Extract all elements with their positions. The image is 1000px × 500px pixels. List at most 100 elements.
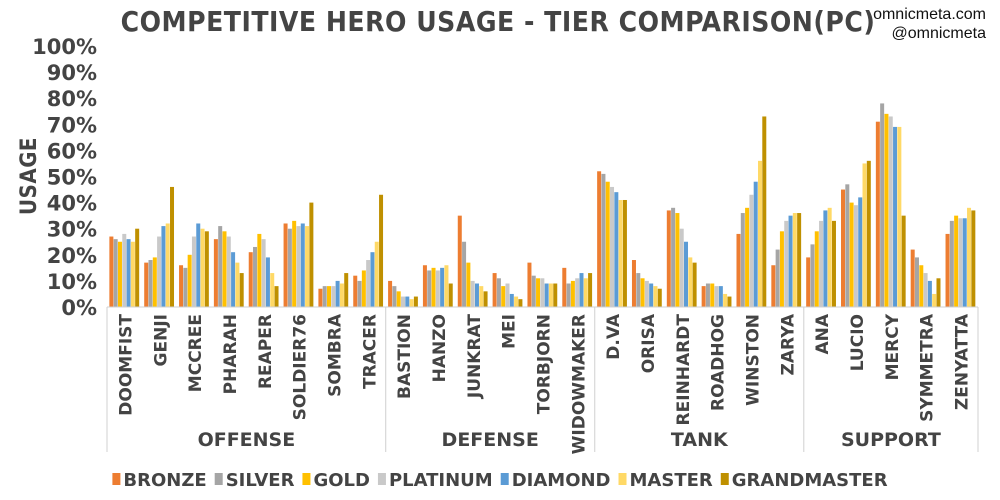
bar-platinum-torbjorn bbox=[540, 278, 545, 307]
y-tick-label: 100% bbox=[32, 35, 97, 59]
bar-bronze-doomfist bbox=[109, 236, 114, 307]
bar-silver-lucio bbox=[845, 184, 850, 307]
bar-gold-hanzo bbox=[431, 267, 436, 307]
bar-silver-zenyatta bbox=[949, 220, 954, 307]
bar-gold-dva bbox=[605, 181, 610, 307]
bar-grandmaster-junkrat bbox=[483, 291, 488, 307]
bar-silver-reaper bbox=[253, 246, 258, 307]
bar-gold-orisa bbox=[640, 278, 645, 307]
bar-silver-torbjorn bbox=[531, 275, 536, 307]
x-tick-label: REAPER bbox=[256, 314, 276, 389]
bar-grandmaster-reaper bbox=[274, 286, 279, 307]
bar-diamond-junkrat bbox=[474, 283, 479, 307]
bar-bronze-soldier76 bbox=[283, 223, 288, 307]
bar-bronze-winston bbox=[736, 233, 741, 307]
legend-label-bronze: BRONZE bbox=[123, 470, 206, 491]
bar-platinum-soldier76 bbox=[296, 226, 301, 307]
bar-platinum-widowmaker bbox=[575, 278, 580, 307]
bar-silver-junkrat bbox=[462, 241, 467, 307]
bar-master-lucio bbox=[862, 163, 867, 307]
bar-silver-sombra bbox=[322, 286, 327, 307]
bar-silver-tracer bbox=[357, 280, 362, 307]
bar-silver-zarya bbox=[775, 249, 780, 307]
bar-grandmaster-winston bbox=[762, 116, 767, 307]
bar-gold-symmetra bbox=[919, 265, 924, 307]
y-axis: 0%10%20%30%40%50% 60%70%80%90%100% bbox=[32, 35, 97, 320]
bar-master-dva bbox=[618, 199, 623, 307]
bar-grandmaster-hanzo bbox=[448, 283, 453, 307]
x-tick-label: ROADHOG bbox=[709, 314, 729, 411]
bar-diamond-lucio bbox=[858, 197, 863, 307]
bar-bronze-zenyatta bbox=[945, 233, 950, 307]
legend-swatch-diamond bbox=[500, 473, 509, 485]
bar-diamond-symmetra bbox=[927, 280, 932, 307]
bar-bronze-pharah bbox=[213, 239, 218, 307]
legend-label-grandmaster: GRANDMASTER bbox=[732, 470, 888, 491]
bar-master-doomfist bbox=[130, 241, 135, 307]
plot-area bbox=[109, 103, 976, 307]
legend-label-diamond: DIAMOND bbox=[512, 470, 611, 491]
bar-gold-reinhardt bbox=[675, 213, 680, 307]
legend-swatch-bronze bbox=[112, 473, 121, 485]
bar-platinum-junkrat bbox=[470, 280, 475, 307]
bar-silver-widowmaker bbox=[566, 283, 571, 307]
bar-platinum-doomfist bbox=[122, 233, 127, 307]
x-tick-label: BASTION bbox=[395, 314, 415, 399]
bar-diamond-orisa bbox=[649, 283, 654, 307]
bar-bronze-hanzo bbox=[422, 265, 427, 307]
bar-diamond-soldier76 bbox=[300, 223, 305, 307]
bar-bronze-bastion bbox=[388, 280, 393, 307]
x-tick-label: TORBJORN bbox=[535, 314, 555, 414]
bar-master-soldier76 bbox=[305, 226, 310, 307]
bar-gold-mei bbox=[501, 286, 506, 307]
bar-bronze-genji bbox=[144, 262, 149, 307]
bar-gold-zenyatta bbox=[954, 215, 959, 307]
bar-bronze-mercy bbox=[875, 121, 880, 307]
bar-grandmaster-genji bbox=[170, 186, 175, 307]
bar-platinum-reaper bbox=[261, 239, 266, 307]
bar-diamond-mercy bbox=[893, 126, 898, 307]
group-label: SUPPORT bbox=[841, 429, 941, 451]
bar-gold-mercy bbox=[884, 113, 889, 307]
bar-gold-zarya bbox=[779, 231, 784, 307]
bar-platinum-hanzo bbox=[435, 270, 440, 307]
bar-platinum-zarya bbox=[784, 220, 789, 307]
x-tick-label: ANA bbox=[813, 313, 833, 354]
y-tick-label: 50% bbox=[47, 166, 97, 190]
bar-platinum-sombra bbox=[331, 286, 336, 307]
legend-label-platinum: PLATINUM bbox=[389, 470, 493, 491]
x-tick-label: D.VA bbox=[604, 313, 624, 360]
bar-bronze-reinhardt bbox=[666, 210, 671, 307]
bar-diamond-mccree bbox=[196, 223, 201, 307]
bar-diamond-reaper bbox=[265, 257, 270, 307]
bar-silver-genji bbox=[148, 260, 153, 307]
bar-master-roadhog bbox=[723, 293, 728, 307]
x-tick-label: MERCY bbox=[883, 313, 903, 380]
bar-grandmaster-zenyatta bbox=[971, 210, 976, 307]
credit-handle: @omnicmeta bbox=[891, 25, 987, 42]
bar-grandmaster-mercy bbox=[901, 215, 906, 307]
bar-diamond-genji bbox=[161, 226, 166, 307]
legend-swatch-master bbox=[618, 473, 627, 485]
bar-bronze-symmetra bbox=[910, 249, 915, 307]
bar-diamond-torbjorn bbox=[544, 283, 549, 307]
legend-label-silver: SILVER bbox=[226, 470, 295, 491]
bar-bronze-lucio bbox=[841, 189, 846, 307]
bar-diamond-sombra bbox=[335, 280, 340, 307]
bar-bronze-widowmaker bbox=[562, 267, 567, 307]
bar-bronze-junkrat bbox=[457, 215, 462, 307]
x-tick-label: DOOMFIST bbox=[116, 314, 136, 416]
bar-silver-mei bbox=[496, 278, 501, 307]
bar-gold-mccree bbox=[187, 254, 192, 307]
bar-master-genji bbox=[165, 223, 170, 307]
bar-silver-ana bbox=[810, 244, 815, 307]
bar-platinum-reinhardt bbox=[679, 228, 684, 307]
bar-master-tracer bbox=[374, 241, 379, 307]
bar-bronze-ana bbox=[806, 257, 811, 307]
bar-diamond-ana bbox=[823, 210, 828, 307]
bar-silver-dva bbox=[601, 173, 606, 307]
bar-grandmaster-dva bbox=[622, 199, 627, 307]
bar-silver-mccree bbox=[183, 267, 188, 307]
bar-bronze-reaper bbox=[248, 252, 253, 307]
bar-silver-mercy bbox=[880, 103, 885, 307]
